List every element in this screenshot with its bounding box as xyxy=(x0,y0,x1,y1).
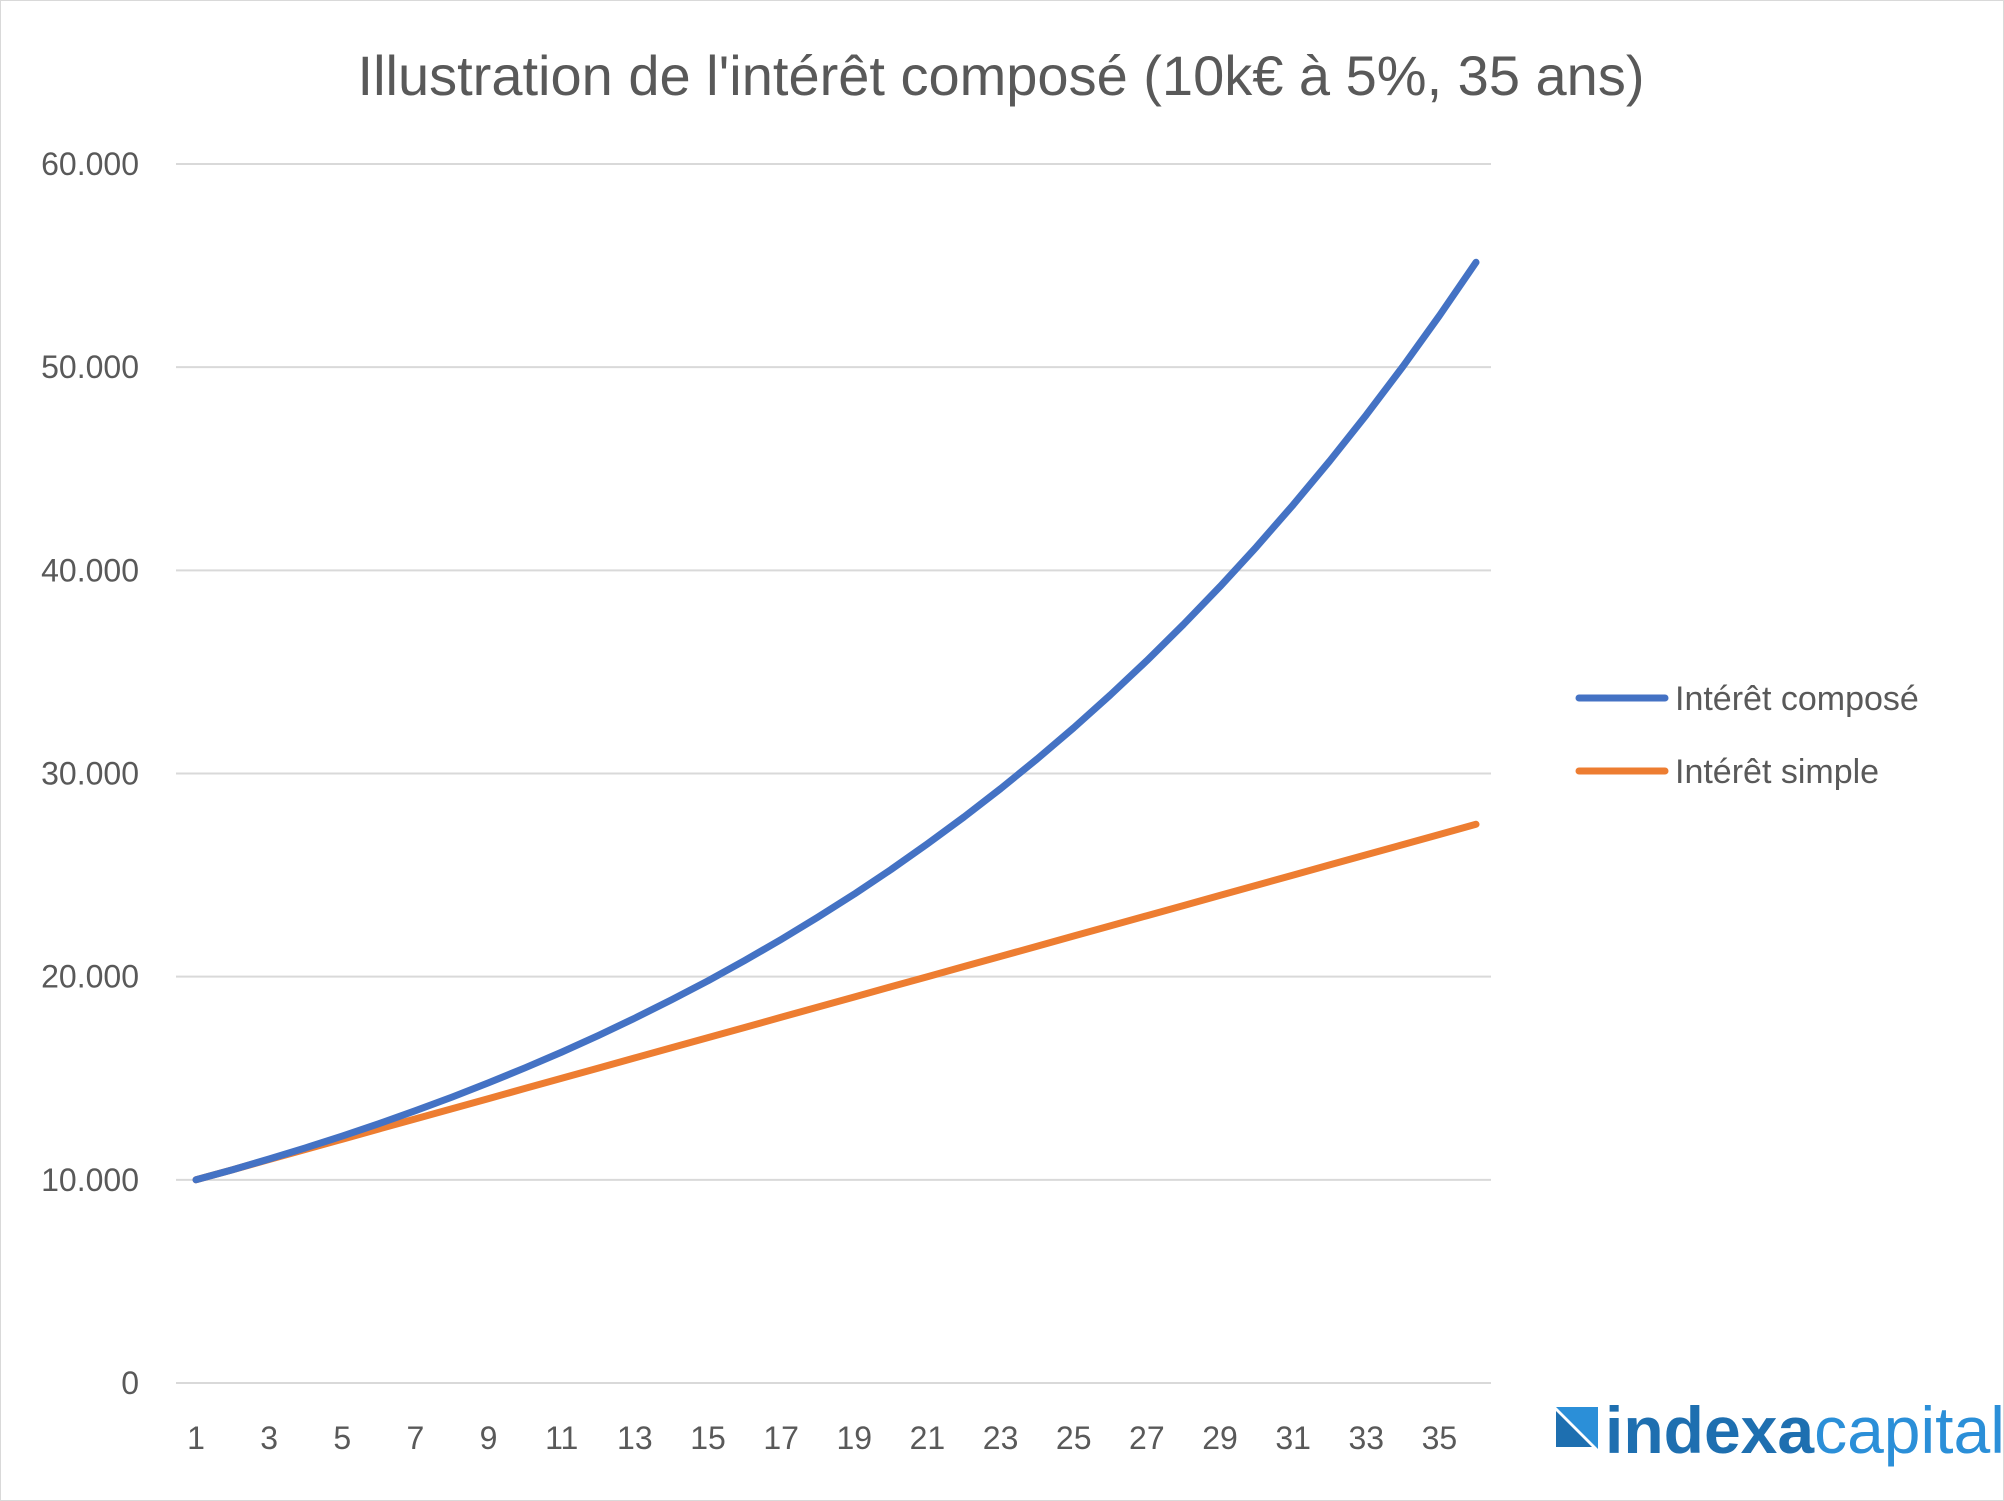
logo-word-indexa: indexa xyxy=(1605,1393,1815,1467)
y-tick-label: 30.000 xyxy=(41,756,139,792)
series-line-compose xyxy=(192,258,1480,1184)
x-tick-label: 3 xyxy=(260,1420,278,1456)
grid-lines xyxy=(176,163,1491,1384)
y-tick-label: 50.000 xyxy=(41,349,139,385)
brand-logo: indexacapital xyxy=(1556,1393,2003,1467)
x-tick-label: 33 xyxy=(1348,1420,1384,1456)
x-tick-label: 35 xyxy=(1422,1420,1458,1456)
x-tick-label: 1 xyxy=(187,1420,205,1456)
y-tick-label: 20.000 xyxy=(41,959,139,995)
x-tick-label: 29 xyxy=(1202,1420,1238,1456)
x-tick-label: 5 xyxy=(333,1420,351,1456)
x-tick-label: 15 xyxy=(690,1420,726,1456)
y-tick-label: 10.000 xyxy=(41,1162,139,1198)
x-tick-label: 19 xyxy=(836,1420,872,1456)
x-tick-label: 25 xyxy=(1056,1420,1092,1456)
logo-icon-base xyxy=(1556,1411,1592,1447)
x-tick-label: 11 xyxy=(545,1420,578,1456)
x-tick-label: 27 xyxy=(1129,1420,1165,1456)
x-tick-label: 9 xyxy=(480,1420,498,1456)
x-tick-label: 31 xyxy=(1275,1420,1311,1456)
y-tick-label: 0 xyxy=(121,1365,139,1401)
x-axis-ticks: 1 3 5 7 9 11 13 15 17 19 21 23 25 27 29 31 33 35 xyxy=(187,1420,1457,1456)
x-tick-label: 7 xyxy=(407,1420,425,1456)
x-tick-label: 23 xyxy=(983,1420,1019,1456)
chart-title: Illustration de l'intérêt composé (10k€ … xyxy=(358,44,1645,107)
y-tick-label: 60.000 xyxy=(41,146,139,182)
legend: Intérêt composé Intérêt simple xyxy=(1575,680,1919,791)
y-axis-ticks: 0 10.000 20.000 30.000 40.000 50.000 60.000 xyxy=(41,146,139,1401)
legend-label: Intérêt composé xyxy=(1675,680,1919,718)
svg-text:indexacapital: indexacapital xyxy=(1605,1393,2003,1467)
logo-word-capital: capital xyxy=(1814,1393,2003,1467)
x-tick-label: 17 xyxy=(763,1420,799,1456)
legend-label: Intérêt simple xyxy=(1675,753,1879,791)
logo-icon-triangle xyxy=(1556,1407,1598,1449)
x-tick-label: 13 xyxy=(617,1420,653,1456)
x-tick-label: 21 xyxy=(910,1420,946,1456)
y-tick-label: 40.000 xyxy=(41,552,139,588)
series-lines xyxy=(192,258,1480,1184)
series-line-simple xyxy=(192,820,1480,1184)
indexa-logo-icon xyxy=(1556,1407,1598,1449)
